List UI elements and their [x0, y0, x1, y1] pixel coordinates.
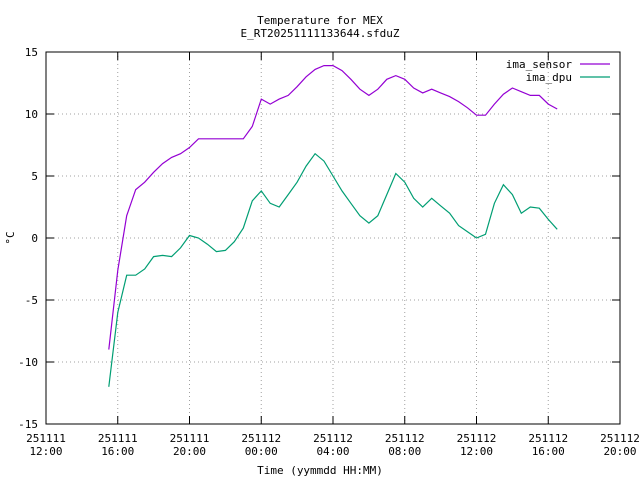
x-tick-label: 251112 12:00: [457, 432, 497, 458]
y-tick-label: -10: [18, 356, 38, 369]
x-tick-label: 251112 16:00: [528, 432, 568, 458]
y-tick-label: -5: [25, 294, 38, 307]
x-tick-label: 251112 20:00: [600, 432, 640, 458]
x-tick-label: 251111 12:00: [26, 432, 66, 458]
plot-border: [45, 51, 621, 425]
x-axis-label: Time (yymmdd HH:MM): [257, 464, 383, 477]
y-tick-label: 0: [31, 232, 38, 245]
y-tick-label: 15: [25, 46, 38, 59]
chart-subtitle: E_RT20251111133644.sfduZ: [241, 27, 400, 40]
x-tick-label: 251111 20:00: [170, 432, 210, 458]
data-line: [108, 152, 558, 387]
data-line: [108, 65, 558, 350]
x-tick-label: 251112 04:00: [313, 432, 353, 458]
legend-label: ima_dpu: [526, 71, 572, 84]
y-axis-label: °C: [4, 231, 17, 244]
x-tick-label: 251111 16:00: [98, 432, 138, 458]
y-tick-label: 5: [31, 170, 38, 183]
y-tick-label: 10: [25, 108, 38, 121]
x-tick-label: 251112 08:00: [385, 432, 425, 458]
chart-title: Temperature for MEX: [257, 14, 383, 27]
x-tick-label: 251112 00:00: [241, 432, 281, 458]
legend-label: ima_sensor: [506, 58, 573, 71]
y-tick-label: -15: [18, 418, 38, 431]
